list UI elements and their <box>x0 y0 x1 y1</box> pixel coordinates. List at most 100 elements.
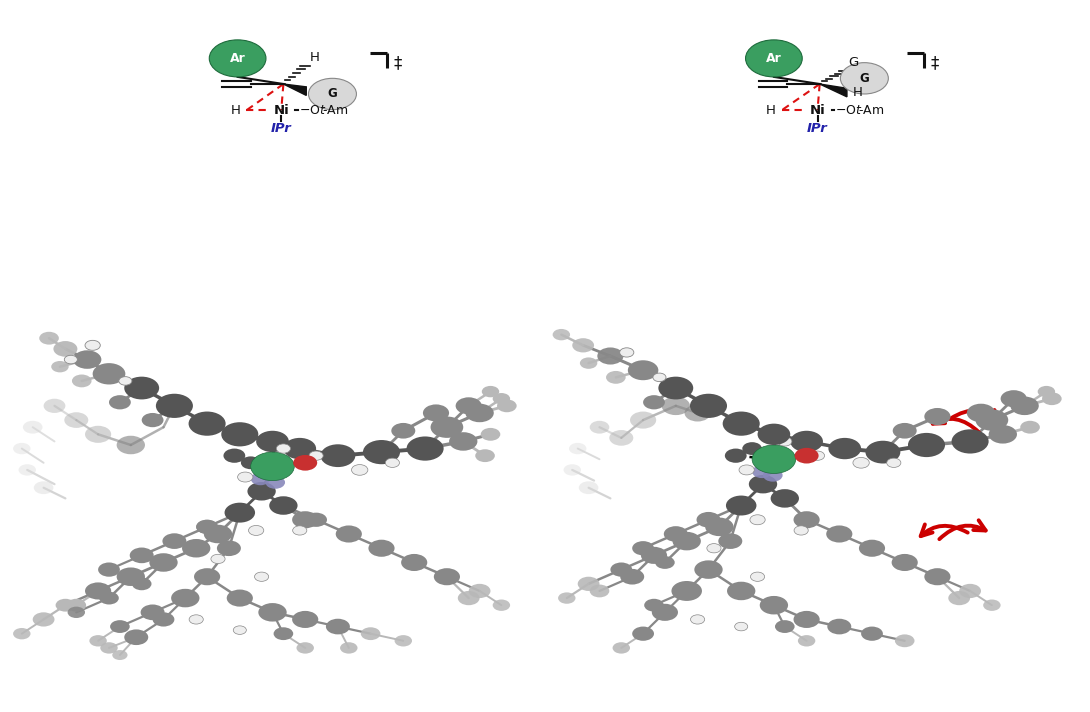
Circle shape <box>1038 386 1055 397</box>
Circle shape <box>497 399 517 412</box>
Circle shape <box>718 533 742 549</box>
Circle shape <box>293 455 317 471</box>
Circle shape <box>340 642 358 654</box>
Circle shape <box>44 399 65 413</box>
Circle shape <box>269 496 298 515</box>
Circle shape <box>194 568 220 585</box>
Text: IPr: IPr <box>807 122 828 135</box>
Circle shape <box>85 582 111 600</box>
Circle shape <box>449 432 477 451</box>
Circle shape <box>89 635 107 646</box>
Circle shape <box>225 503 255 523</box>
Circle shape <box>578 577 600 591</box>
Circle shape <box>368 540 395 557</box>
Circle shape <box>296 642 314 654</box>
Circle shape <box>794 525 809 535</box>
Circle shape <box>579 481 598 494</box>
Circle shape <box>326 619 350 634</box>
Text: Ar: Ar <box>766 52 782 65</box>
Circle shape <box>751 572 765 581</box>
Circle shape <box>644 599 664 612</box>
Circle shape <box>606 371 626 384</box>
Circle shape <box>746 40 802 77</box>
Text: ‡: ‡ <box>393 54 402 72</box>
Circle shape <box>630 412 656 429</box>
Circle shape <box>142 413 164 427</box>
Circle shape <box>840 63 888 94</box>
Circle shape <box>967 404 995 422</box>
Circle shape <box>182 539 210 557</box>
Circle shape <box>153 612 174 627</box>
Circle shape <box>553 329 570 340</box>
Circle shape <box>739 465 754 475</box>
Text: Ar: Ar <box>230 52 245 65</box>
Circle shape <box>725 449 747 463</box>
Circle shape <box>211 555 226 564</box>
Circle shape <box>112 650 128 660</box>
Circle shape <box>254 572 268 581</box>
Circle shape <box>391 423 415 439</box>
Polygon shape <box>820 84 847 97</box>
Circle shape <box>109 395 131 409</box>
Circle shape <box>233 626 246 634</box>
Circle shape <box>361 627 380 640</box>
Circle shape <box>292 511 318 528</box>
Circle shape <box>794 611 820 628</box>
Circle shape <box>149 553 178 572</box>
Circle shape <box>707 544 722 553</box>
Circle shape <box>124 377 159 399</box>
Circle shape <box>320 444 355 467</box>
Circle shape <box>685 404 711 422</box>
Circle shape <box>908 433 945 457</box>
Circle shape <box>13 443 31 454</box>
Circle shape <box>33 612 54 627</box>
Circle shape <box>238 472 253 482</box>
Circle shape <box>283 438 316 459</box>
Circle shape <box>117 436 145 454</box>
Circle shape <box>190 614 203 624</box>
Text: H: H <box>230 104 241 117</box>
Circle shape <box>141 604 165 620</box>
Circle shape <box>895 634 915 647</box>
Circle shape <box>292 525 307 535</box>
Circle shape <box>196 520 218 534</box>
Circle shape <box>227 590 253 607</box>
Circle shape <box>976 409 1008 431</box>
Circle shape <box>569 443 586 454</box>
Circle shape <box>256 431 289 452</box>
Circle shape <box>948 591 970 605</box>
Circle shape <box>655 556 675 569</box>
Circle shape <box>130 548 154 563</box>
Circle shape <box>652 604 678 621</box>
Circle shape <box>64 355 77 364</box>
Circle shape <box>610 562 632 577</box>
Text: H: H <box>310 51 319 64</box>
Text: $-$O$t\!$-Am: $-$O$t\!$-Am <box>299 104 348 117</box>
Circle shape <box>641 547 667 564</box>
Circle shape <box>171 589 199 607</box>
Circle shape <box>777 437 792 446</box>
Circle shape <box>697 512 720 528</box>
Text: Ni: Ni <box>810 104 825 117</box>
Circle shape <box>68 607 85 618</box>
Circle shape <box>580 357 597 369</box>
Circle shape <box>93 363 125 384</box>
Circle shape <box>690 394 727 418</box>
Circle shape <box>924 568 950 585</box>
Circle shape <box>66 599 86 612</box>
Circle shape <box>423 404 449 422</box>
Text: G: G <box>328 88 337 100</box>
Polygon shape <box>283 84 306 95</box>
Circle shape <box>662 397 690 415</box>
Circle shape <box>249 525 264 535</box>
Circle shape <box>590 585 609 597</box>
Circle shape <box>72 375 92 387</box>
Circle shape <box>752 466 772 478</box>
Circle shape <box>828 438 861 459</box>
Circle shape <box>431 417 463 438</box>
Circle shape <box>258 603 287 622</box>
Circle shape <box>23 421 43 434</box>
Circle shape <box>795 448 819 464</box>
Circle shape <box>564 464 581 476</box>
Circle shape <box>475 449 495 462</box>
